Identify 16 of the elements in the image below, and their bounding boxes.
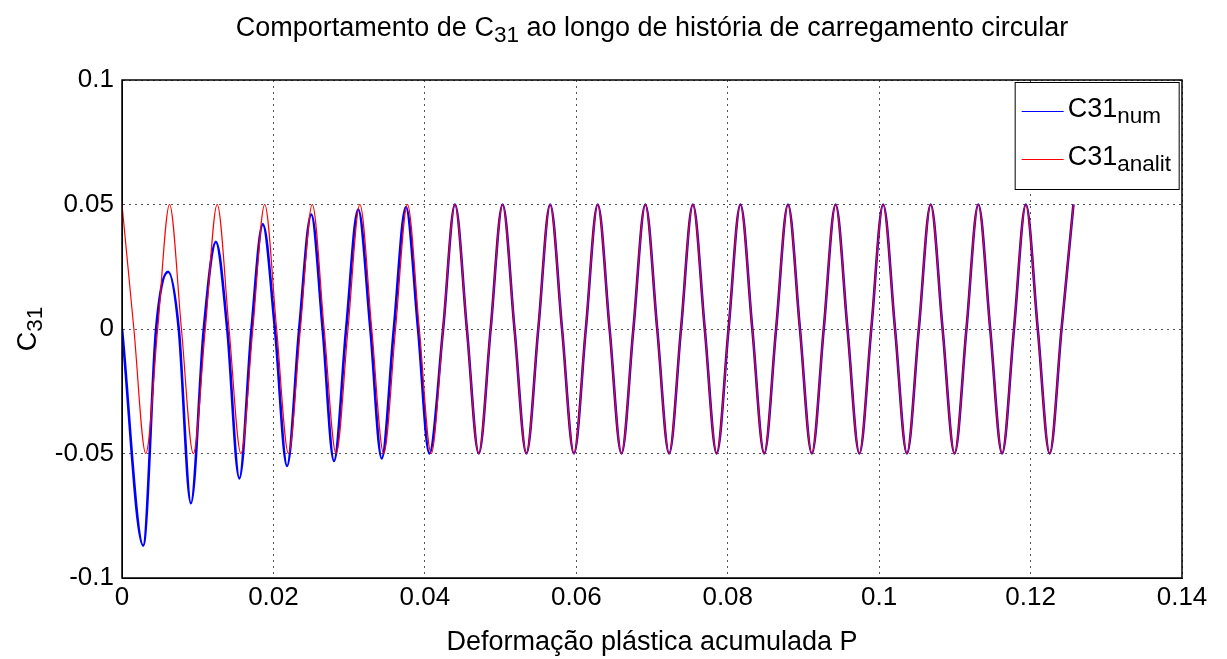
y-tick-label: 0	[99, 312, 114, 343]
x-tick-label: 0.12	[1005, 580, 1056, 611]
x-tick-label: 0.02	[248, 580, 299, 611]
y-tick-label: 0.1	[77, 63, 114, 94]
y-tick-label: -0.1	[69, 561, 114, 592]
x-axis-title: Deformação plástica acumulada P	[446, 626, 858, 657]
chart-title: Comportamento de C$_{31}$ ao longo de história de carregamento circular	[234, 12, 1070, 49]
legend-label: C31$_{num}$	[1067, 92, 1161, 130]
x-tick-label: 0.06	[550, 580, 602, 611]
x-tick-label: 0.04	[399, 580, 451, 611]
y-tick-label: -0.05	[54, 436, 114, 467]
x-tick-label: 0.14	[1156, 580, 1208, 611]
x-tick-label: 0.08	[702, 580, 754, 611]
legend-label: C31$_{analit}$	[1067, 140, 1171, 178]
x-tick-label: 0.1	[861, 580, 898, 611]
y-tick-label: 0.05	[63, 187, 114, 218]
